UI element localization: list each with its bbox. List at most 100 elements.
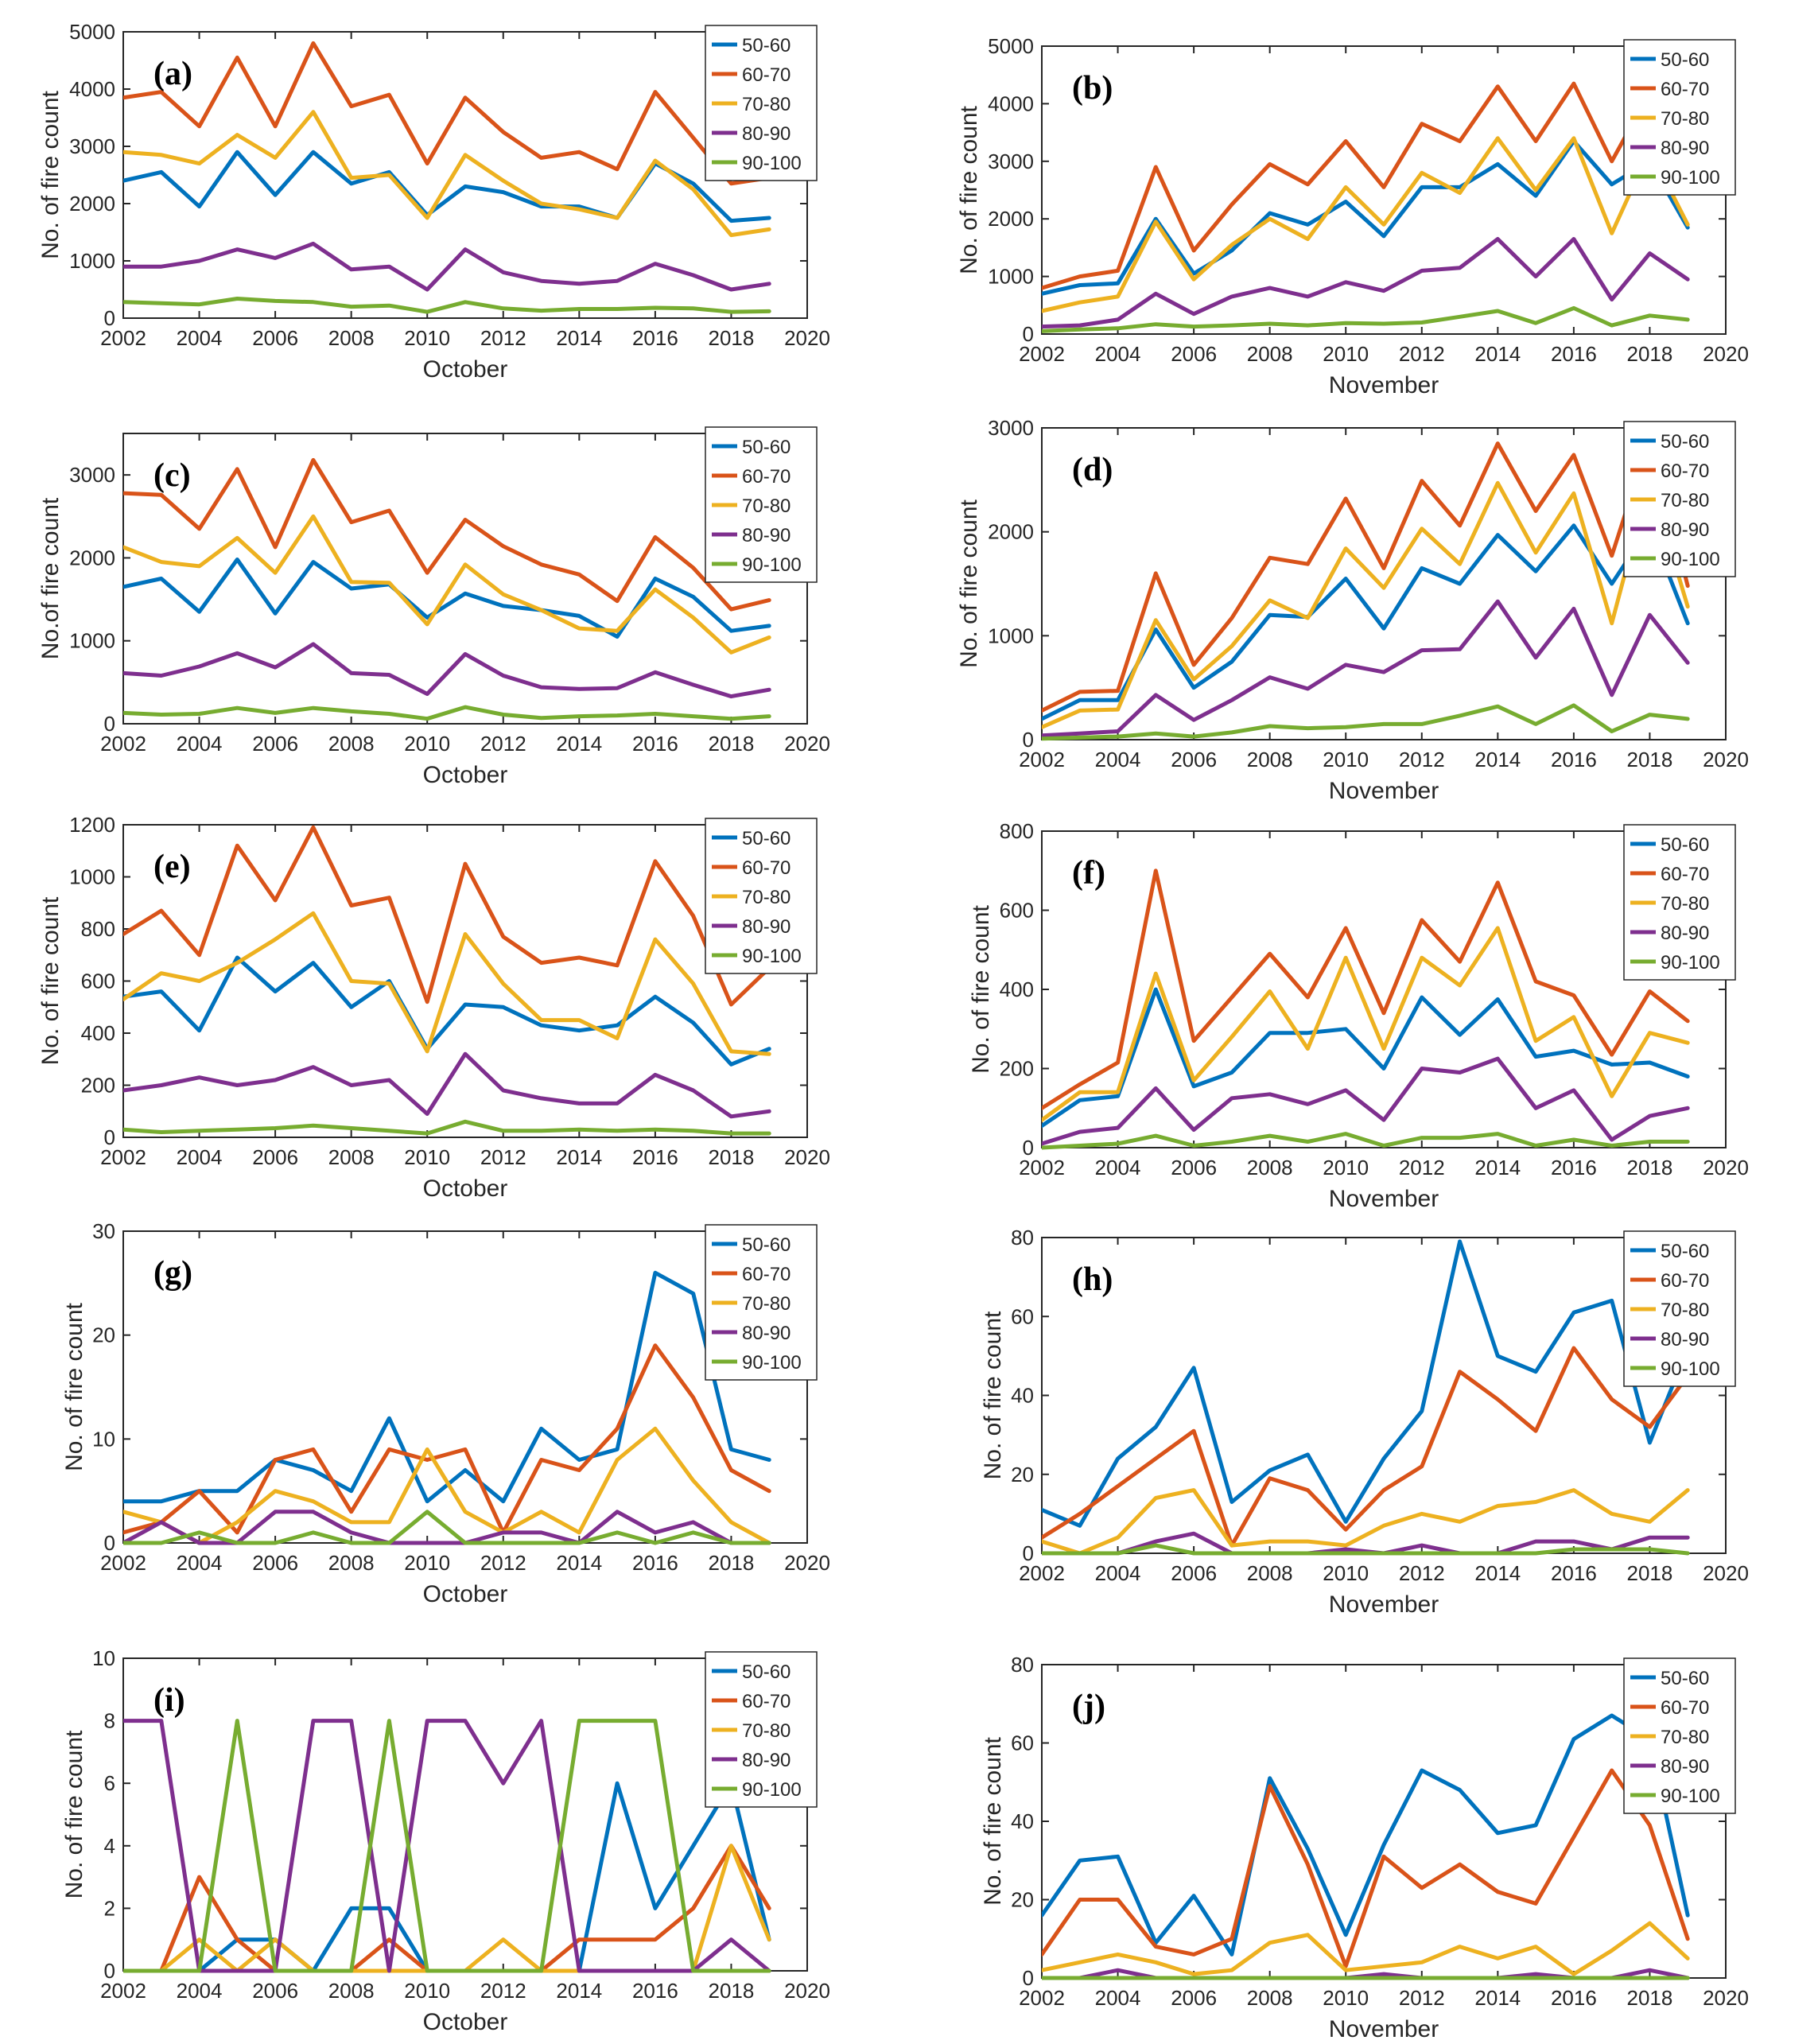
legend-label-50-60: 50-60 <box>742 35 791 56</box>
legend-label-90-100: 90-100 <box>742 946 802 967</box>
x-tick-label: 2002 <box>1019 1986 1065 2010</box>
x-tick-label: 2006 <box>1171 1561 1217 1585</box>
legend-label-60-70: 60-70 <box>1661 1270 1709 1292</box>
series-line-90-100 <box>123 1510 771 1545</box>
x-tick-label: 2002 <box>100 1551 146 1575</box>
legend-label-80-90: 80-90 <box>742 916 791 938</box>
x-axis-label: October <box>423 1175 508 1202</box>
series-line-70-80 <box>1042 1488 1690 1556</box>
series-line-90-100 <box>1042 703 1690 741</box>
x-tick-label: 2012 <box>1399 1561 1445 1585</box>
legend-label-70-80: 70-80 <box>742 94 791 115</box>
x-tick-label: 2014 <box>1474 1986 1521 2010</box>
x-tick-label: 2016 <box>1551 1561 1597 1585</box>
legend-label-50-60: 50-60 <box>742 1661 791 1683</box>
x-tick-label: 2006 <box>1171 748 1217 771</box>
y-tick-label: 600 <box>1000 899 1034 923</box>
x-tick-label: 2010 <box>1323 1156 1369 1179</box>
y-axis-label: No.of fire count <box>37 497 64 659</box>
legend: 50-60 60-70 70-80 80-90 90-100 <box>1623 824 1736 981</box>
x-tick-label: 2002 <box>100 732 146 756</box>
x-tick-label: 2018 <box>1627 1986 1673 2010</box>
x-tick-label: 2016 <box>632 326 678 350</box>
x-tick-label: 2002 <box>1019 1561 1065 1585</box>
legend-label-50-60: 50-60 <box>1661 1668 1709 1689</box>
series-line-50-60 <box>123 1270 771 1504</box>
x-tick-label: 2006 <box>252 1551 298 1575</box>
x-tick-label: 2002 <box>1019 1156 1065 1179</box>
y-tick-label: 10 <box>92 1427 115 1451</box>
series-line-70-80 <box>123 514 771 655</box>
y-tick-label: 0 <box>104 1125 115 1149</box>
x-tick-label: 2006 <box>252 326 298 350</box>
legend-label-70-80: 70-80 <box>1661 108 1709 130</box>
x-tick-label: 2014 <box>1474 1156 1521 1179</box>
x-tick-label: 2020 <box>1703 342 1749 366</box>
y-axis-label: No. of fire count <box>980 1311 1006 1479</box>
x-tick-label: 2008 <box>328 1979 375 2003</box>
y-tick-label: 1000 <box>69 865 115 889</box>
panel-label: (f) <box>1072 855 1105 892</box>
x-tick-label: 2016 <box>1551 1156 1597 1179</box>
y-axis-label: No. of fire count <box>61 1302 87 1471</box>
y-tick-label: 4000 <box>988 91 1034 115</box>
series-line-80-90 <box>123 1051 771 1119</box>
panel-label: (i) <box>153 1682 185 1719</box>
y-tick-label: 0 <box>1023 1136 1034 1160</box>
x-tick-label: 2004 <box>177 1551 223 1575</box>
panel-f: 2002 2004 2006 2008 2010 2012 2014 2016 2018 2020… <box>968 819 1749 1212</box>
y-axis-label: No. of fire count <box>37 90 64 258</box>
x-tick-label: 2016 <box>632 1145 678 1169</box>
x-tick-label: 2008 <box>328 1551 375 1575</box>
series-line-70-80 <box>1042 926 1690 1122</box>
x-tick-label: 2008 <box>1247 1561 1293 1585</box>
panel-i: 2002 2004 2006 2008 2010 2012 2014 2016 2018 2020… <box>61 1646 830 2035</box>
legend-label-60-70: 60-70 <box>742 1691 791 1712</box>
y-tick-label: 8 <box>104 1709 115 1733</box>
y-axis-label: No. of fire count <box>61 1730 87 1898</box>
x-tick-label: 2014 <box>556 1145 602 1169</box>
x-tick-label: 2006 <box>1171 342 1217 366</box>
series-line-50-60 <box>1042 139 1690 296</box>
series-line-50-60 <box>1042 1713 1690 1957</box>
legend-label-70-80: 70-80 <box>742 495 791 517</box>
panel-label: (e) <box>153 849 191 885</box>
legend: 50-60 60-70 70-80 80-90 90-100 <box>1623 39 1736 196</box>
series-line-60-70 <box>123 41 771 186</box>
x-tick-label: 2020 <box>1703 1986 1749 2010</box>
y-tick-label: 0 <box>104 1531 115 1555</box>
legend-label-90-100: 90-100 <box>1661 1358 1720 1380</box>
x-tick-label: 2008 <box>1247 342 1293 366</box>
x-tick-label: 2002 <box>100 1145 146 1169</box>
legend-label-50-60: 50-60 <box>1661 1241 1709 1262</box>
legend: 50-60 60-70 70-80 80-90 90-100 <box>705 426 818 583</box>
x-tick-label: 2018 <box>1627 748 1673 771</box>
x-tick-label: 2020 <box>784 1551 830 1575</box>
legend-label-80-90: 80-90 <box>742 1323 791 1344</box>
panel-a: 2002 2004 2006 2008 2010 2012 2014 2016 2018 2020… <box>37 20 830 383</box>
x-tick-label: 2016 <box>632 732 678 756</box>
legend: 50-60 60-70 70-80 80-90 90-100 <box>1623 1657 1736 1814</box>
x-tick-label: 2004 <box>1095 1561 1141 1585</box>
x-tick-label: 2004 <box>1095 1156 1141 1179</box>
panel-h: 2002 2004 2006 2008 2010 2012 2014 2016 2018 2020… <box>980 1226 1749 1618</box>
x-tick-label: 2012 <box>1399 342 1445 366</box>
x-tick-label: 2014 <box>1474 748 1521 771</box>
x-tick-label: 2004 <box>177 1145 223 1169</box>
x-tick-label: 2002 <box>100 326 146 350</box>
x-tick-label: 2014 <box>1474 1561 1521 1585</box>
panel-c: 2002 2004 2006 2008 2010 2012 2014 2016 2018 2020… <box>37 426 830 788</box>
legend-label-70-80: 70-80 <box>1661 1727 1709 1748</box>
y-tick-label: 400 <box>81 1021 115 1045</box>
series-line-90-100 <box>123 1719 771 1973</box>
x-tick-label: 2010 <box>1323 342 1369 366</box>
x-tick-label: 2006 <box>1171 1986 1217 2010</box>
series-line-60-70 <box>123 1343 771 1535</box>
x-tick-label: 2012 <box>480 732 526 756</box>
y-tick-label: 60 <box>1011 1731 1034 1755</box>
legend-label-90-100: 90-100 <box>742 153 802 174</box>
y-tick-label: 30 <box>92 1219 115 1243</box>
x-tick-label: 2020 <box>784 732 830 756</box>
series-line-50-60 <box>1042 1239 1690 1528</box>
legend-box <box>1623 1230 1736 1387</box>
